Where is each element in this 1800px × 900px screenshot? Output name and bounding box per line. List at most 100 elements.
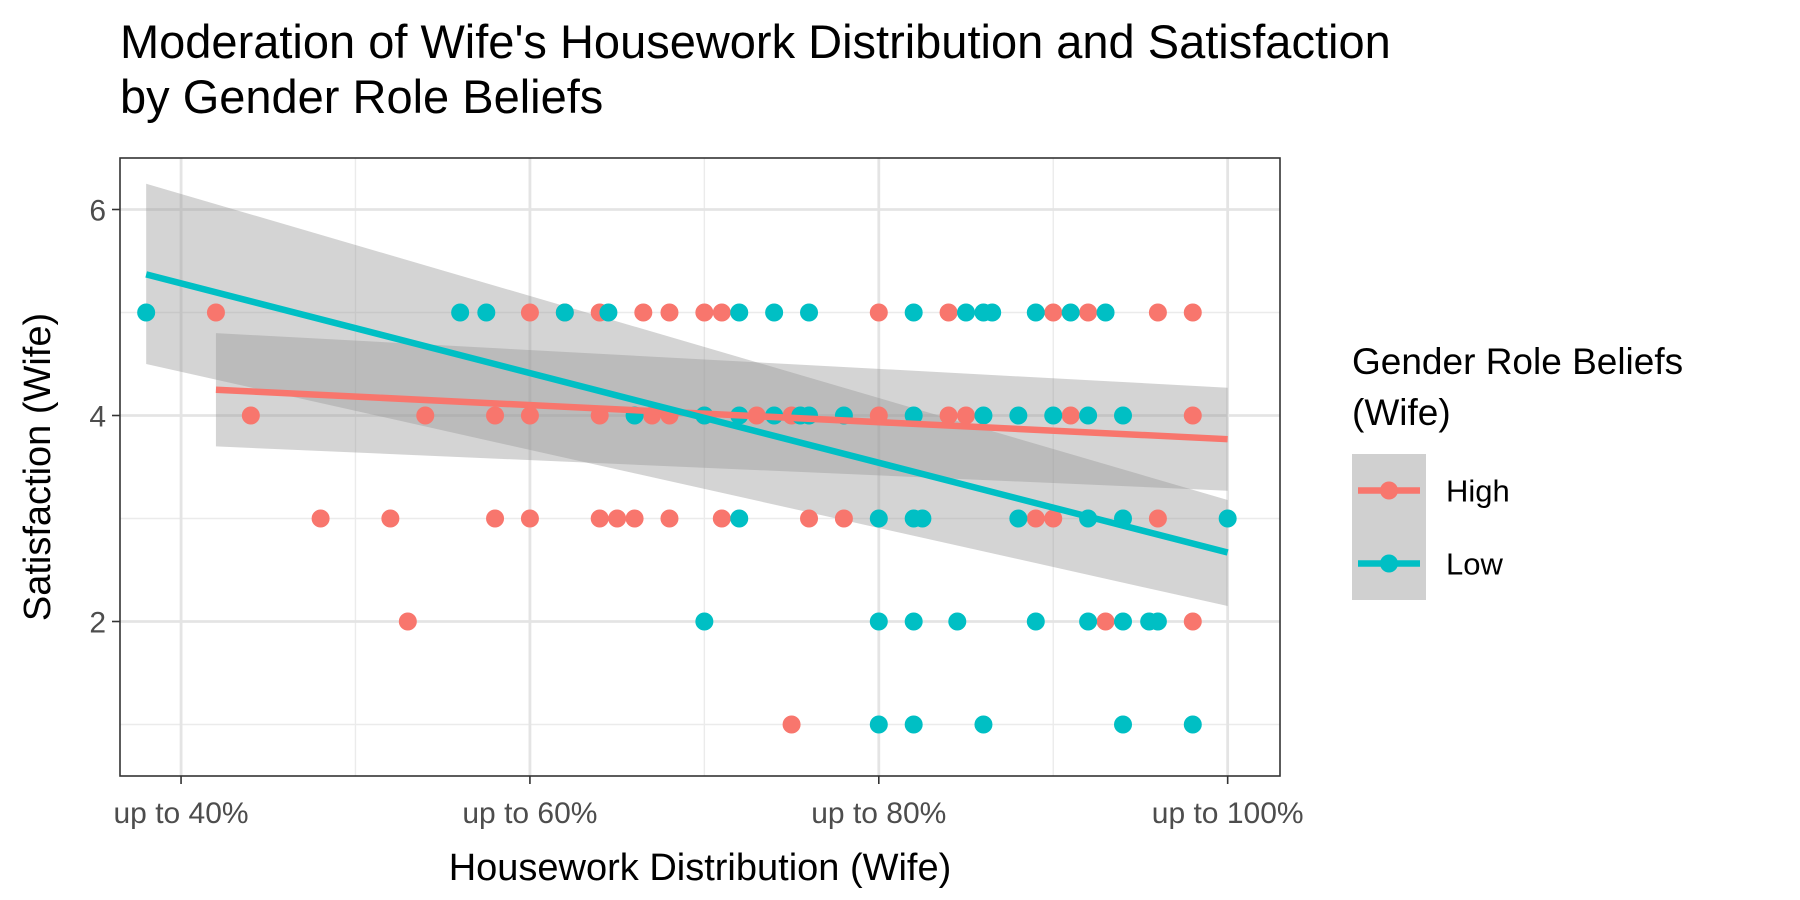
data-point-low	[869, 509, 888, 528]
data-point-low	[904, 303, 923, 322]
data-point-low	[1218, 509, 1237, 528]
legend-label-high: High	[1446, 474, 1510, 509]
data-point-high	[1044, 303, 1063, 322]
data-point-high	[381, 509, 400, 528]
data-point-low	[913, 509, 932, 528]
data-point-low	[904, 612, 923, 631]
data-point-low	[765, 303, 784, 322]
data-point-high	[486, 509, 505, 528]
data-point-high	[1096, 612, 1115, 631]
data-point-low	[1096, 303, 1115, 322]
x-tick-label: up to 40%	[113, 797, 248, 830]
data-point-high	[660, 509, 679, 528]
data-point-low	[1061, 303, 1080, 322]
data-point-high	[1026, 509, 1045, 528]
data-point-high	[398, 612, 417, 631]
data-point-low	[137, 303, 156, 322]
data-point-low	[974, 406, 993, 425]
data-point-low	[983, 303, 1002, 322]
legend-keys: High Low	[1352, 454, 1510, 600]
data-point-high	[520, 509, 539, 528]
data-point-high	[834, 509, 853, 528]
data-point-low	[1183, 715, 1202, 734]
data-point-low	[477, 303, 496, 322]
x-tick-label: up to 100%	[1152, 797, 1304, 830]
data-point-low	[1114, 612, 1133, 631]
data-point-high	[957, 406, 976, 425]
data-points	[137, 303, 1237, 734]
data-point-low	[1148, 612, 1167, 631]
legend-title-line-1: Gender Role Beliefs	[1352, 341, 1683, 382]
data-point-high	[1061, 406, 1080, 425]
data-point-high	[241, 406, 260, 425]
legend-key-point	[1380, 481, 1398, 500]
data-point-high	[520, 303, 539, 322]
data-point-low	[730, 303, 749, 322]
data-point-low	[1009, 509, 1028, 528]
data-point-low	[1026, 612, 1045, 631]
axes: up to 40% up to 60% up to 80% up to 100% 2 4 6	[89, 195, 1303, 831]
data-point-high	[486, 406, 505, 425]
confidence-band-low	[146, 183, 1228, 607]
data-point-low	[1079, 406, 1098, 425]
data-point-high	[590, 509, 609, 528]
data-point-high	[1044, 509, 1063, 528]
legend-label-low: Low	[1446, 547, 1503, 582]
data-point-low	[1079, 612, 1098, 631]
data-point-high	[939, 303, 958, 322]
data-point-low	[904, 715, 923, 734]
data-point-high	[634, 303, 653, 322]
data-point-high	[1183, 303, 1202, 322]
data-point-low	[1026, 303, 1045, 322]
legend-title-line-2: (Wife)	[1352, 392, 1451, 433]
data-point-low	[451, 303, 470, 322]
data-point-low	[800, 303, 819, 322]
chart-title: Moderation of Wife's Housework Distribut…	[120, 14, 1680, 124]
x-tick-label: up to 60%	[462, 797, 597, 830]
data-point-high	[416, 406, 435, 425]
data-point-low	[957, 303, 976, 322]
y-tick-label: 2	[89, 607, 106, 640]
data-point-high	[1079, 303, 1098, 322]
data-point-high	[712, 303, 731, 322]
data-point-low	[1009, 406, 1028, 425]
data-point-low	[555, 303, 574, 322]
data-point-high	[939, 406, 958, 425]
data-point-high	[625, 509, 644, 528]
fit-line-low	[145, 271, 1229, 556]
data-point-high	[1148, 509, 1167, 528]
data-point-low	[974, 715, 993, 734]
data-point-low	[869, 715, 888, 734]
data-point-low	[1114, 406, 1133, 425]
fit-line-high	[215, 386, 1228, 443]
data-point-high	[1183, 406, 1202, 425]
legend: Gender Role Beliefs (Wife) High Low	[1352, 341, 1683, 600]
data-point-high	[800, 509, 819, 528]
plot-border	[119, 157, 1281, 777]
plot-panel	[119, 157, 1281, 777]
chart-title-line-2: by Gender Role Beliefs	[120, 70, 604, 123]
data-point-low	[730, 509, 749, 528]
data-point-low	[1114, 715, 1133, 734]
y-tick-label: 6	[89, 195, 106, 228]
data-point-high	[869, 303, 888, 322]
data-point-high	[1183, 612, 1202, 631]
plot-background	[120, 158, 1280, 776]
data-point-high	[206, 303, 225, 322]
y-axis-title: Satisfaction (Wife)	[17, 313, 59, 621]
legend-key-point	[1380, 554, 1398, 573]
data-point-high	[660, 303, 679, 322]
data-point-high	[782, 715, 801, 734]
chart-title-line-1: Moderation of Wife's Housework Distribut…	[120, 15, 1391, 68]
data-point-low	[904, 406, 923, 425]
data-point-low	[599, 303, 618, 322]
data-point-high	[712, 509, 731, 528]
data-point-high	[695, 303, 714, 322]
y-tick-label: 4	[89, 401, 106, 434]
data-point-high	[608, 509, 627, 528]
x-axis-title: Housework Distribution (Wife)	[449, 847, 952, 889]
fit-lines	[145, 271, 1229, 556]
data-point-high	[520, 406, 539, 425]
data-point-low	[1044, 406, 1063, 425]
